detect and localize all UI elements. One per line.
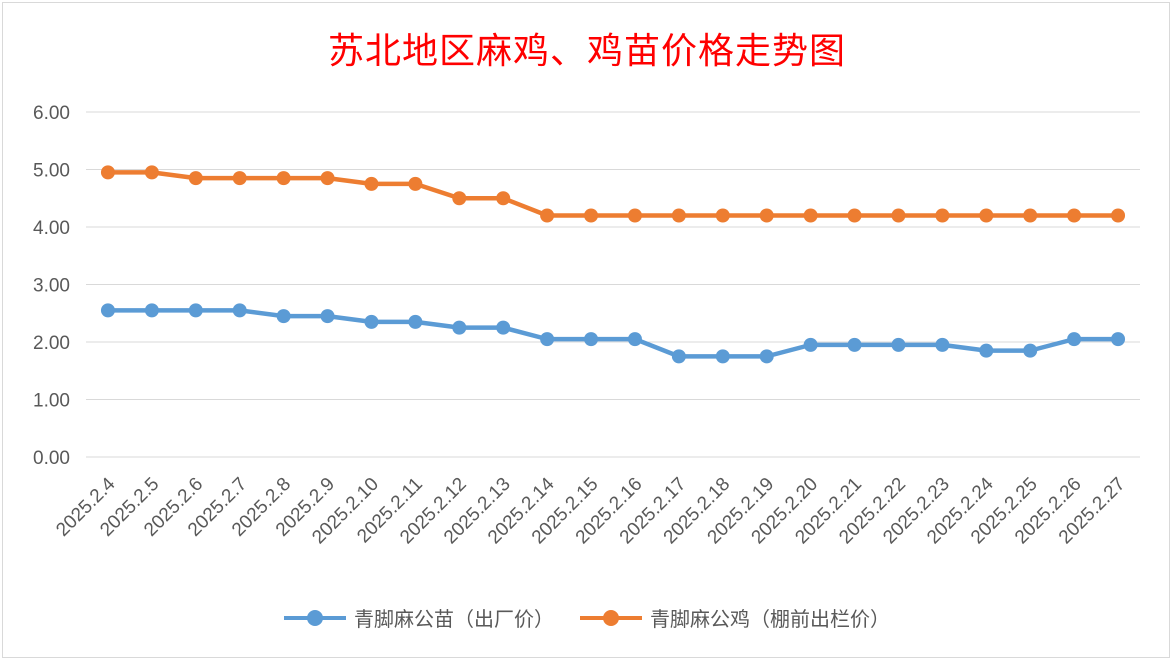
data-point-series-2 [759, 208, 774, 223]
data-point-series-1 [715, 349, 730, 364]
y-tick-label: 6.00 [33, 103, 70, 124]
data-point-series-1 [232, 303, 247, 318]
y-tick-label: 3.00 [33, 276, 70, 297]
y-tick-label: 0.00 [33, 448, 70, 469]
legend-swatch-series-2 [580, 609, 642, 626]
chart-title: 苏北地区麻鸡、鸡苗价格走势图 [327, 31, 846, 72]
data-point-series-1 [452, 320, 467, 335]
data-point-series-2 [715, 208, 730, 223]
data-point-series-1 [759, 349, 774, 364]
legend-item-series-2: 青脚麻公鸡（棚前出栏价） [580, 603, 890, 632]
data-point-series-2 [100, 165, 115, 180]
data-point-series-1 [1067, 332, 1082, 347]
data-point-series-2 [320, 171, 335, 186]
data-point-series-1 [408, 314, 423, 329]
data-point-series-1 [671, 349, 686, 364]
data-point-series-2 [979, 208, 994, 223]
data-point-series-2 [452, 191, 467, 206]
data-point-series-2 [188, 171, 203, 186]
data-point-series-2 [1023, 208, 1038, 223]
legend-item-series-1: 青脚麻公苗（出厂价） [284, 603, 554, 632]
legend-swatch-series-1 [284, 609, 346, 626]
data-point-series-2 [803, 208, 818, 223]
y-tick-label: 1.00 [33, 391, 70, 412]
data-point-series-2 [408, 176, 423, 191]
data-point-series-2 [144, 165, 159, 180]
legend-label-series-1: 青脚麻公苗（出厂价） [354, 607, 554, 631]
y-tick-label: 2.00 [33, 333, 70, 354]
data-point-series-1 [320, 309, 335, 324]
data-point-series-2 [540, 208, 555, 223]
chart-legend: 青脚麻公苗（出厂价） 青脚麻公鸡（棚前出栏价） [0, 603, 1174, 632]
data-point-series-2 [276, 171, 291, 186]
data-point-series-1 [144, 303, 159, 318]
data-point-series-2 [671, 208, 686, 223]
data-point-series-1 [1111, 332, 1126, 347]
y-tick-label: 5.00 [33, 161, 70, 182]
data-point-series-2 [1111, 208, 1126, 223]
data-point-series-2 [935, 208, 950, 223]
data-point-series-1 [935, 337, 950, 352]
series-line-1 [107, 308, 1119, 359]
data-point-series-1 [1023, 343, 1038, 358]
data-point-series-2 [364, 176, 379, 191]
data-point-series-1 [496, 320, 511, 335]
data-point-series-1 [803, 337, 818, 352]
data-point-series-1 [979, 343, 994, 358]
data-point-series-2 [232, 171, 247, 186]
series-line-2 [107, 170, 1119, 218]
data-point-series-2 [496, 191, 511, 206]
data-point-series-2 [1067, 208, 1082, 223]
data-point-series-1 [364, 314, 379, 329]
data-point-series-1 [540, 332, 555, 347]
legend-label-series-2: 青脚麻公鸡（棚前出栏价） [650, 607, 890, 631]
data-point-series-1 [584, 332, 599, 347]
data-point-series-1 [100, 303, 115, 318]
data-point-series-1 [188, 303, 203, 318]
data-point-series-2 [627, 208, 642, 223]
data-point-series-1 [627, 332, 642, 347]
data-point-series-2 [891, 208, 906, 223]
data-point-series-2 [847, 208, 862, 223]
data-point-series-2 [584, 208, 599, 223]
data-point-series-1 [847, 337, 862, 352]
data-point-series-1 [891, 337, 906, 352]
y-tick-label: 4.00 [33, 218, 70, 239]
data-point-series-1 [276, 309, 291, 324]
